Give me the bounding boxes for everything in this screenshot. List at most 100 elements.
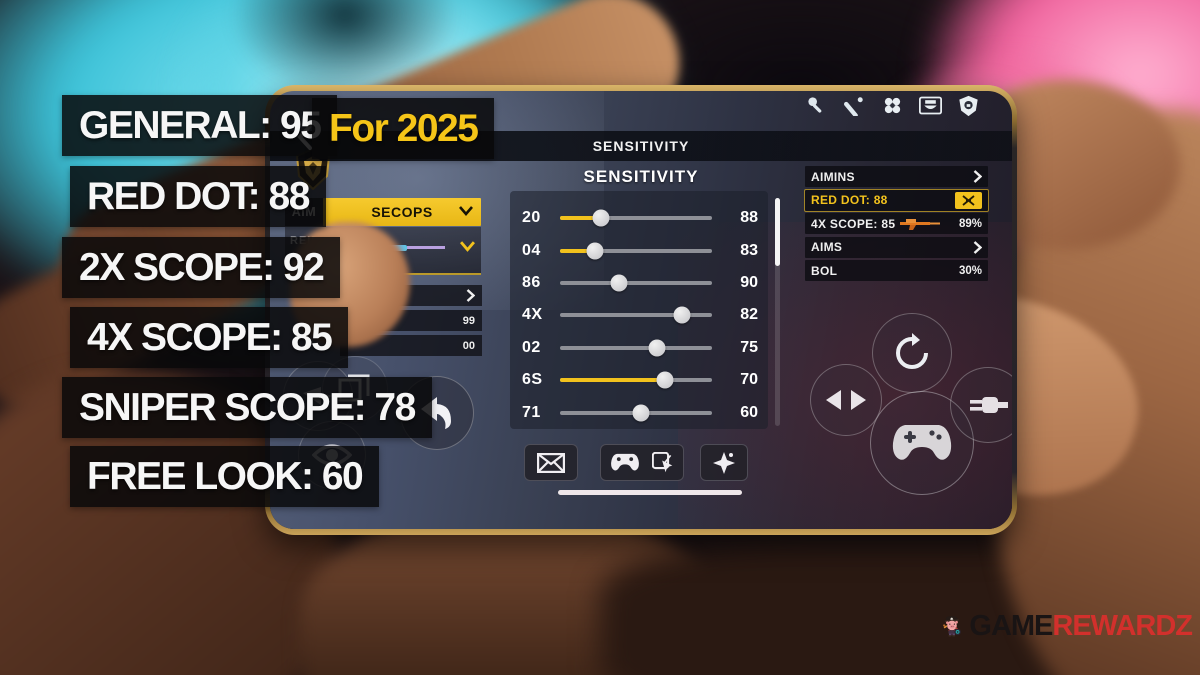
overlay-label-general: GENERAL: 95: [62, 95, 338, 156]
settings-row-label: 4X SCOPE: 85: [811, 216, 896, 231]
toggle-button[interactable]: [955, 191, 982, 209]
plug-icon: [970, 397, 1008, 413]
slider-track[interactable]: [560, 306, 712, 324]
left-right-arrows-button[interactable]: [810, 364, 882, 436]
chevron-down-icon: [460, 241, 475, 252]
slider-knob[interactable]: [656, 371, 674, 389]
overlay-label-4x-scope: 4X SCOPE: 85: [70, 307, 349, 368]
clover-icon[interactable]: [881, 94, 904, 117]
slider-knob[interactable]: [632, 404, 650, 422]
slider-knob[interactable]: [586, 242, 604, 260]
envelope-icon: [537, 452, 565, 473]
slider-label: 86: [522, 273, 541, 291]
slider-label: 20: [522, 209, 541, 227]
reload-button[interactable]: [872, 313, 952, 393]
slider-value: 82: [740, 306, 758, 324]
scrollbar-thumb[interactable]: [775, 198, 780, 266]
spark-icon: [713, 451, 735, 474]
slider-track[interactable]: [560, 209, 712, 227]
slider-value: 90: [740, 273, 758, 291]
settings-row-red-dot[interactable]: RED DOT: 88: [804, 188, 989, 212]
slider-fill: [560, 248, 595, 253]
circle-arrow-icon: [896, 333, 928, 369]
settings-row[interactable]: AIMS: [805, 236, 988, 258]
slider-fill: [560, 378, 665, 383]
minimap-icon[interactable]: [919, 94, 942, 117]
brand-wordmark: GAMEREWARDZ: [969, 609, 1193, 643]
brand-rewardz: REWARDZ: [1052, 609, 1193, 642]
slider-value: 88: [740, 209, 758, 227]
mic-icon[interactable]: [805, 94, 828, 117]
slider-row: 86 90: [522, 267, 758, 299]
overlay-label-free-look: FREE LOOK: 60: [70, 446, 380, 507]
slider-fill: [560, 216, 602, 221]
overlay-label-red-dot: RED DOT: 88: [70, 166, 326, 227]
scrollbar[interactable]: [775, 198, 780, 426]
chevron-right-icon: [973, 240, 982, 254]
slider-value: 60: [740, 403, 758, 421]
settings-row-value: 30%: [958, 264, 982, 277]
overlay-label-2x-scope: 2X SCOPE: 92: [62, 237, 341, 298]
right-settings-panel: AIMINS RED DOT: 88 4X SCOPE: 85 89%: [804, 166, 989, 284]
left-row-value: 99: [462, 314, 475, 327]
settings-row-label: AIMINS: [811, 169, 855, 184]
quick-actions-button[interactable]: [700, 444, 748, 481]
slider-label: 04: [522, 241, 541, 259]
secops-dropdown[interactable]: SECOPS: [323, 198, 481, 226]
settings-row[interactable]: AIMINS: [805, 166, 988, 187]
slider-track[interactable]: [560, 242, 712, 260]
tap-cursor-icon: [652, 451, 673, 472]
slider-label: 02: [522, 338, 541, 356]
slider-track[interactable]: [560, 404, 712, 422]
slider-row: 4X 82: [522, 299, 758, 331]
slider-value: 75: [740, 338, 758, 356]
slider-track[interactable]: [560, 339, 712, 357]
slider-knob[interactable]: [592, 209, 610, 227]
slider-knob[interactable]: [610, 274, 628, 292]
settings-row-label: AIMS: [811, 240, 843, 254]
settings-row-value: 89%: [958, 217, 982, 230]
attachment-button[interactable]: [950, 367, 1012, 443]
slider-fill: [560, 313, 682, 317]
slider-fill: [560, 346, 657, 350]
slider-label: 6S: [522, 371, 543, 389]
chevron-down-icon: [459, 206, 473, 216]
slider-row: 6S 70: [522, 364, 758, 396]
slider-row: 02 75: [522, 332, 758, 364]
left-right-arrows-icon: [826, 390, 866, 410]
header-title: SENSITIVITY: [592, 138, 690, 154]
chevron-right-icon: [973, 170, 982, 183]
slider-value: 70: [740, 371, 758, 389]
gamerewardz-logo: GAMEREWARDZ: [942, 586, 1193, 666]
gun-icon: [900, 218, 941, 230]
settings-row[interactable]: BOL 30%: [805, 260, 988, 281]
gamepad-icon: [892, 425, 952, 460]
slider-row: 04 83: [522, 234, 758, 266]
home-indicator[interactable]: [558, 490, 742, 495]
secops-dropdown-label: SECOPS: [371, 204, 433, 220]
settings-row-label: RED DOT: 88: [811, 193, 888, 207]
overlay-label-sniper-scope: SNIPER SCOPE: 78: [62, 377, 432, 438]
slider-label: 4X: [522, 306, 543, 324]
left-row-value: 00: [462, 339, 475, 352]
slider-track[interactable]: [560, 371, 712, 389]
slider-knob[interactable]: [648, 339, 666, 357]
cross-arrows-icon: [962, 194, 975, 206]
settings-row-4x-scope[interactable]: 4X SCOPE: 85 89%: [805, 213, 988, 234]
slider-knob[interactable]: [673, 306, 691, 324]
header-icons: [805, 94, 980, 117]
sensitivity-slider-panel: 20 88 04 83 86 90 4X 82: [510, 191, 768, 429]
wand-icon[interactable]: [843, 94, 866, 117]
shield-icon[interactable]: [957, 94, 980, 117]
controller-settings-button[interactable]: [600, 444, 684, 481]
settings-row-label: BOL: [811, 263, 838, 278]
chevron-right-icon: [466, 289, 475, 302]
sensitivity-subtitle: SENSITIVITY: [583, 167, 699, 186]
overlay-badge-for-2025: For 2025: [312, 98, 495, 159]
brand-game: GAME: [969, 609, 1053, 642]
slider-value: 83: [740, 241, 758, 259]
pirate-pig-mascot-icon: [943, 615, 961, 637]
slider-track[interactable]: [560, 274, 712, 292]
mail-button[interactable]: [524, 444, 578, 481]
